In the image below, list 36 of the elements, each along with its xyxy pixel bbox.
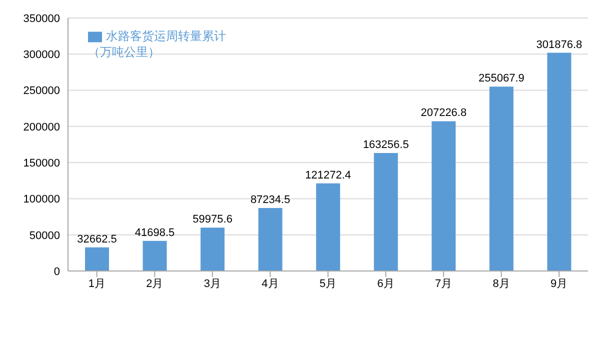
data-label: 255067.9 (478, 72, 524, 85)
x-tick-label: 4月 (262, 278, 279, 290)
bar (85, 247, 109, 271)
data-label: 163256.5 (362, 138, 409, 151)
bar (547, 52, 572, 271)
bar (489, 86, 514, 271)
y-tick-label: 250000 (23, 85, 60, 98)
data-label: 41698.5 (134, 226, 175, 239)
y-tick-label: 0 (54, 266, 60, 278)
y-tick-label: 150000 (23, 157, 60, 170)
y-tick-label: 200000 (23, 121, 60, 134)
x-tick-label: 2月 (146, 278, 164, 290)
y-tick-label: 50000 (29, 230, 60, 242)
data-label: 87234.5 (250, 194, 290, 206)
bar (142, 240, 167, 271)
x-tick-label: 6月 (377, 278, 394, 290)
bar (258, 208, 282, 271)
data-label: 207226.8 (420, 107, 467, 120)
x-tick-label: 1月 (88, 278, 106, 290)
data-label: 301876.8 (536, 38, 582, 51)
y-tick-label: 300000 (23, 49, 60, 62)
bar (316, 183, 340, 271)
data-label: 59975.6 (192, 214, 232, 226)
legend-label: 水路客货运周转量累计（万吨公里） (88, 29, 226, 59)
data-label: 32662.5 (77, 233, 117, 246)
bar (432, 121, 456, 271)
bar (200, 228, 225, 271)
x-tick-label: 8月 (492, 278, 510, 290)
y-tick-label: 100000 (23, 194, 60, 206)
x-tick-label: 7月 (434, 278, 452, 290)
x-tick-label: 5月 (319, 278, 337, 290)
y-tick-label: 350000 (23, 12, 60, 25)
data-label: 121272.4 (305, 169, 352, 182)
x-tick-label: 3月 (204, 278, 222, 290)
bar (374, 152, 398, 271)
x-tick-label: 9月 (550, 278, 568, 290)
